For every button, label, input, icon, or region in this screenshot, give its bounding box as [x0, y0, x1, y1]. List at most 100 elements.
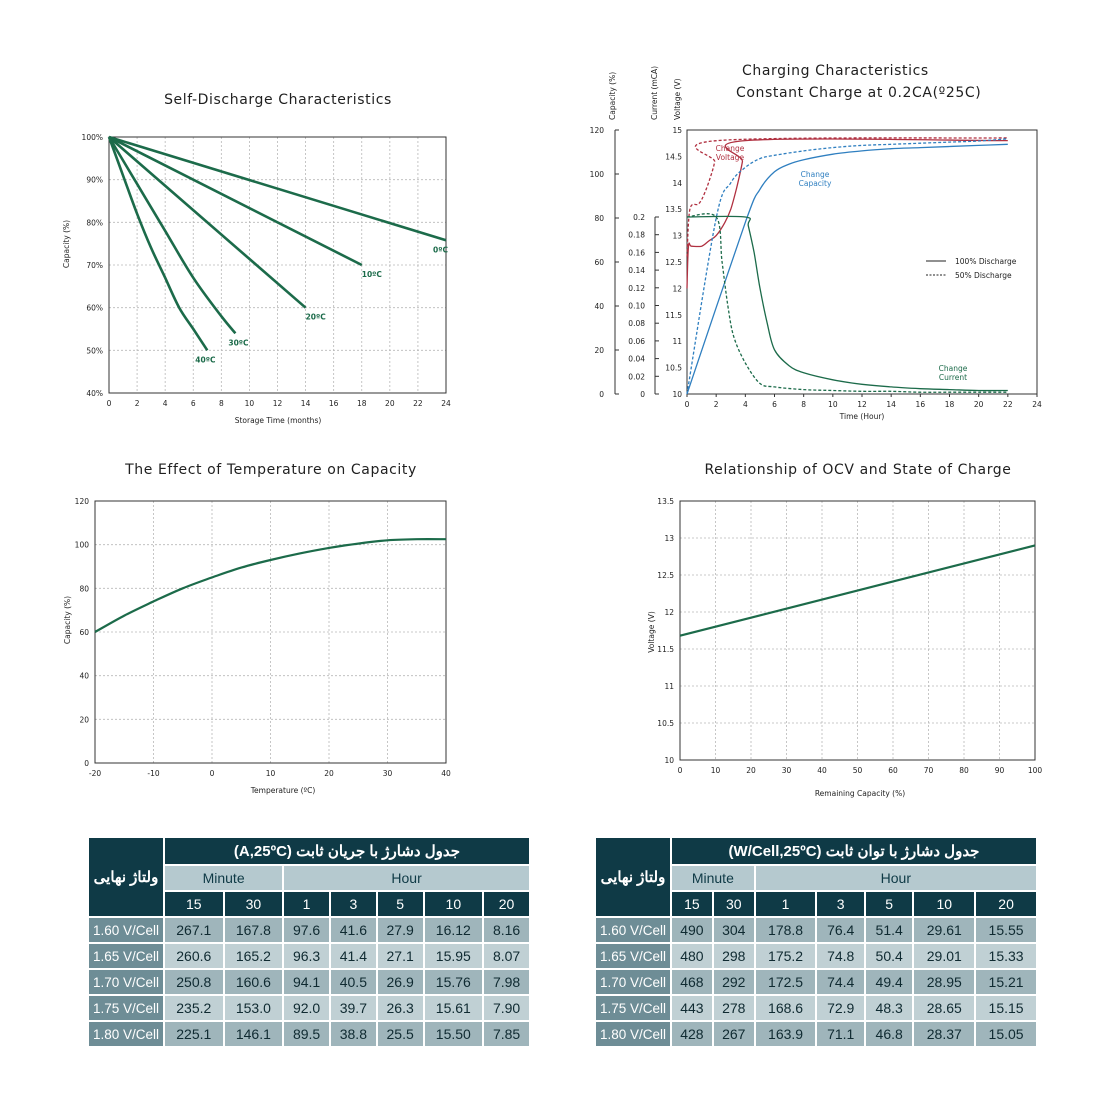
- constant-power-table: ولتاژ نهایی جدول دشارژ با توان ثابت (W/C…: [594, 836, 1038, 1048]
- self-discharge-ylabel: Capacity (%): [62, 220, 71, 268]
- ch-voltage-tick: 11: [672, 337, 682, 346]
- sd-ytick: 90%: [86, 176, 103, 185]
- oc-ytick: 13.5: [657, 497, 674, 506]
- table-cell: 490: [672, 918, 712, 942]
- oc-xtick: 40: [817, 766, 827, 775]
- table-cell: 39.7: [330, 996, 376, 1020]
- sd-xtick: 20: [385, 399, 395, 408]
- ch-current-tick: 0.12: [628, 284, 645, 293]
- table-cell: 160.6: [224, 970, 283, 994]
- oc-xtick: 80: [959, 766, 969, 775]
- sd-xtick: 8: [219, 399, 224, 408]
- sd-ytick: 50%: [86, 346, 103, 355]
- table-cell: 7.98: [484, 970, 529, 994]
- table-cell: 15.55: [976, 918, 1036, 942]
- annotation-voltage-2: Voltage: [716, 153, 745, 162]
- column-header: 3: [330, 892, 376, 916]
- table-cell: 40.5: [330, 970, 376, 994]
- table-cell: 146.1: [224, 1022, 283, 1046]
- self-discharge-title: Self-Discharge Characteristics: [164, 92, 392, 108]
- table-cell: 92.0: [284, 996, 329, 1020]
- oc-xtick: 50: [853, 766, 863, 775]
- column-header: 1: [284, 892, 329, 916]
- column-header: 15: [672, 892, 712, 916]
- ch-capacity-tick: 40: [594, 302, 604, 311]
- sd-series-label: 0ºC: [433, 245, 448, 254]
- tp-ytick: 60: [79, 628, 89, 637]
- ch-xtick: 6: [772, 400, 777, 409]
- annotation-current-2: Current: [939, 373, 967, 382]
- legend-50-discharge: 50% Discharge: [955, 271, 1012, 280]
- table-row: 1.80 V/Cell 225.1 146.1 89.5 38.8 25.5 15.50 7.…: [89, 1022, 529, 1046]
- column-header: 10: [914, 892, 975, 916]
- oc-xtick: 100: [1028, 766, 1043, 775]
- ch-xtick: 20: [974, 400, 984, 409]
- table-cell: 172.5: [755, 970, 816, 994]
- table-row: 1.70 V/Cell 468 292 172.5 74.4 49.4 28.95 15.21: [596, 970, 1036, 994]
- table-row: 1.60 V/Cell 267.1 167.8 97.6 41.6 27.9 16.12 8.…: [89, 918, 529, 942]
- column-header: 5: [865, 892, 913, 916]
- oc-frame: [679, 500, 1036, 761]
- table-cell: 96.3: [284, 944, 329, 968]
- constant-current-table: ولتاژ نهایی جدول دشارژ با جریان ثابت (A,…: [87, 836, 531, 1048]
- table-cell: 153.0: [224, 996, 283, 1020]
- table-cell: 304: [713, 918, 754, 942]
- tp-xtick: 40: [441, 769, 451, 778]
- ch-current-tick: 0.06: [628, 337, 645, 346]
- ch-voltage-tick: 15: [672, 126, 682, 135]
- table-cell: 167.8: [224, 918, 283, 942]
- ch-current-tick: 0.2: [633, 213, 645, 222]
- sd-xtick: 6: [191, 399, 196, 408]
- ch-voltage-tick: 12.5: [665, 258, 682, 267]
- ch-xtick: 16: [916, 400, 926, 409]
- ch-xtick: 22: [1003, 400, 1013, 409]
- ch-voltage-tick: 10: [672, 390, 682, 399]
- ch-voltage-tick: 11.5: [665, 311, 682, 320]
- table-cell: 97.6: [284, 918, 329, 942]
- ch-series-capacity: [686, 143, 1008, 395]
- tp-xtick: 10: [266, 769, 276, 778]
- table-cell: 51.4: [865, 918, 913, 942]
- table-cell: 27.9: [377, 918, 423, 942]
- sd-xtick: 14: [301, 399, 311, 408]
- minute-header: Minute: [672, 866, 754, 890]
- ch-current-tick: 0.08: [628, 319, 645, 328]
- tp-frame: [94, 500, 447, 764]
- sd-series-line: [108, 135, 363, 267]
- table-cell: 165.2: [224, 944, 283, 968]
- table-cell: 468: [672, 970, 712, 994]
- oc-xtick: 0: [678, 766, 683, 775]
- ch-xtick: 24: [1032, 400, 1042, 409]
- sd-series-label: 40ºC: [195, 355, 216, 364]
- table-cell: 298: [713, 944, 754, 968]
- table-cell: 428: [672, 1022, 712, 1046]
- ocv-xlabel: Remaining Capacity (%): [815, 789, 905, 798]
- table-cell: 292: [713, 970, 754, 994]
- column-header: 20: [484, 892, 529, 916]
- table-cell: 15.61: [424, 996, 483, 1020]
- ch-xtick: 12: [857, 400, 867, 409]
- table-cell: 7.90: [484, 996, 529, 1020]
- tp-ytick: 40: [79, 672, 89, 681]
- ch-capacity-tick: 20: [594, 346, 604, 355]
- ocv-title: Relationship of OCV and State of Charge: [704, 462, 1011, 478]
- row-label: 1.60 V/Cell: [596, 918, 670, 942]
- row-label: 1.70 V/Cell: [89, 970, 163, 994]
- tp-ytick: 0: [84, 759, 89, 768]
- table-cell: 46.8: [865, 1022, 913, 1046]
- annotation-current-1: Change: [939, 364, 968, 373]
- charging-ylabel-voltage: Voltage (V): [673, 78, 682, 120]
- ch-xtick: 18: [945, 400, 955, 409]
- table-cell: 278: [713, 996, 754, 1020]
- sd-series-label: 10ºC: [362, 270, 383, 279]
- table-cell: 28.65: [914, 996, 975, 1020]
- sd-ytick: 80%: [86, 218, 103, 227]
- sd-xtick: 16: [329, 399, 339, 408]
- table-cell: 26.3: [377, 996, 423, 1020]
- table-cell: 41.6: [330, 918, 376, 942]
- hour-header: Hour: [755, 866, 1036, 890]
- column-header: 20: [976, 892, 1036, 916]
- charging-legend: 100% Discharge 50% Discharge: [926, 257, 1017, 280]
- column-header: 1: [755, 892, 816, 916]
- ch-current-tick: 0.04: [628, 355, 645, 364]
